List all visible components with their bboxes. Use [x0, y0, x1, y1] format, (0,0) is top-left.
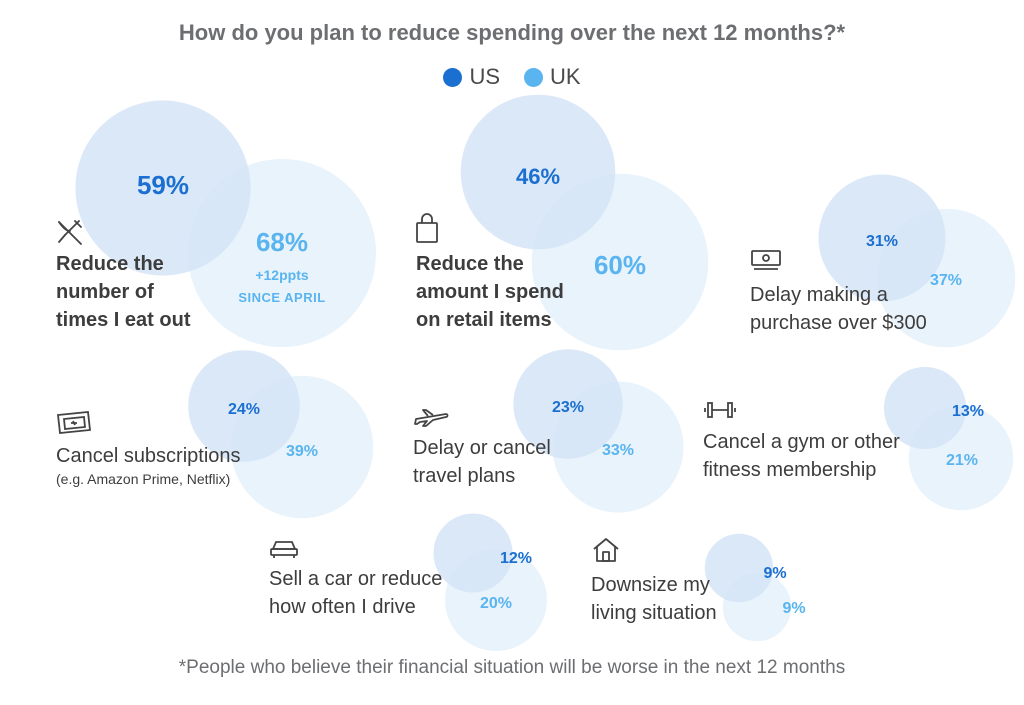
ticket-icon — [57, 411, 91, 434]
footnote: *People who believe their financial situ… — [178, 657, 846, 678]
chart-title: How do you plan to reduce spending over … — [178, 20, 846, 45]
house-icon — [593, 538, 619, 562]
value-label-us-eat-out: 59% — [137, 170, 189, 200]
value-label-uk-gym: 21% — [946, 452, 978, 469]
value-label-uk-travel: 33% — [602, 442, 634, 459]
category-label-subscriptions-text: Cancel subscriptions — [56, 445, 241, 467]
dumbbell-icon — [704, 402, 736, 418]
value-label-us-travel: 23% — [552, 399, 584, 416]
category-label-gym: Cancel a gym or other fitness membership — [703, 431, 900, 481]
airplane-icon — [414, 409, 449, 427]
value-label-us-subscriptions: 24% — [228, 401, 260, 418]
legend: US UK — [0, 64, 1024, 90]
legend-swatch-us — [443, 67, 463, 87]
value-label-us-retail: 46% — [516, 164, 560, 189]
cash-icon — [751, 250, 781, 270]
legend-item-us: US — [443, 64, 500, 90]
bubble-us-travel — [513, 349, 623, 459]
annotation-change: +12ppts — [255, 267, 309, 283]
category-label-car: Sell a car or reduce how often I drive — [269, 568, 443, 618]
value-label-uk-car: 20% — [480, 595, 512, 612]
value-label-us-gym: 13% — [952, 403, 984, 420]
value-label-uk-subscriptions: 39% — [286, 443, 318, 460]
legend-swatch-uk — [524, 67, 543, 87]
value-label-uk-downsize: 9% — [782, 600, 805, 617]
shopping-bag-icon — [416, 213, 438, 243]
bubble-us-subscriptions — [188, 350, 300, 462]
legend-label-us: US — [469, 64, 500, 89]
value-label-uk-purchase: 37% — [930, 272, 962, 289]
category-label-subscriptions: Cancel subscriptions (e.g. Amazon Prime,… — [56, 442, 296, 488]
legend-item-uk: UK — [524, 64, 581, 90]
category-label-eat-out: Reduce the number of times I eat out — [56, 253, 191, 331]
value-label-uk-retail: 60% — [594, 250, 646, 280]
value-label-us-car: 12% — [500, 550, 532, 567]
value-label-uk-eat-out: 68% — [256, 227, 308, 257]
car-icon — [270, 541, 298, 558]
bubble-us-eat-out — [75, 100, 251, 276]
bubble-us-car — [433, 513, 513, 593]
category-label-travel: Delay or cancel travel plans — [413, 437, 551, 487]
value-label-us-purchase: 31% — [866, 233, 898, 250]
utensils-icon — [58, 220, 82, 245]
bubble-us-downsize — [704, 533, 774, 603]
annotation-since: SINCE APRIL — [238, 290, 325, 305]
value-label-us-downsize: 9% — [763, 565, 786, 582]
category-label-purchase: Delay making a purchase over $300 — [750, 284, 927, 334]
bubble-us-retail — [460, 94, 616, 250]
bubble-us-gym — [883, 366, 967, 450]
category-sublabel-subscriptions: (e.g. Amazon Prime, Netflix) — [56, 471, 231, 487]
legend-label-uk: UK — [550, 64, 581, 89]
category-label-retail: Reduce the amount I spend on retail item… — [416, 253, 564, 331]
category-label-downsize: Downsize my living situation — [591, 574, 717, 624]
bubble-us-purchase — [818, 174, 946, 302]
